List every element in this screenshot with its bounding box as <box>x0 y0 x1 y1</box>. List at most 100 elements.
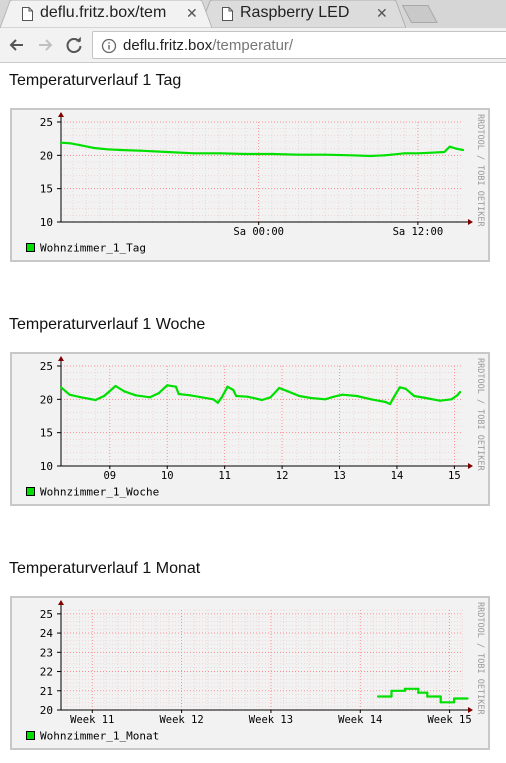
series-point <box>260 398 264 402</box>
tab-inactive[interactable]: Raspberry LED ✕ <box>200 0 406 28</box>
legend-swatch <box>26 243 35 252</box>
y-tick-label: 20 <box>40 704 53 717</box>
series-point <box>212 398 215 401</box>
series-point <box>157 392 160 395</box>
y-tick-label: 25 <box>40 608 53 621</box>
tab-title: deflu.fritz.box/tem <box>40 4 167 21</box>
series-point <box>403 152 406 155</box>
series-point <box>119 148 122 152</box>
series-point <box>68 393 71 396</box>
rrdtool-watermark: RRDTOOL / TOBI OETIKER <box>475 602 485 715</box>
y-tick-label: 25 <box>40 116 53 129</box>
series-point <box>69 142 72 145</box>
chart-week-svg: 25 20 15 10 09 10 11 12 13 14 15 Wohnzimmer_1_Woche… <box>26 356 485 499</box>
series-point <box>456 394 459 397</box>
y-tick-label: 25 <box>40 360 53 373</box>
series-point <box>453 697 456 700</box>
series-point <box>448 145 451 148</box>
page-icon <box>22 7 33 21</box>
series-point <box>298 394 301 398</box>
series-point <box>324 398 327 401</box>
chart-title-day: Temperaturverlauf 1 Tag <box>9 72 182 89</box>
series-point <box>426 691 429 694</box>
reload-icon[interactable] <box>63 34 85 56</box>
series-point <box>59 386 63 389</box>
chart-title-month: Temperaturverlauf 1 Monat <box>9 560 201 577</box>
series-point <box>106 148 109 151</box>
series-point <box>297 153 300 156</box>
series-point <box>139 149 142 152</box>
series-point <box>416 152 419 155</box>
x-tick-label: Week 13 <box>249 714 293 726</box>
x-tick-label: 12 <box>276 470 289 482</box>
series-point <box>417 687 420 690</box>
series-point <box>166 384 169 387</box>
close-icon[interactable]: ✕ <box>376 5 388 21</box>
x-tick-label: 10 <box>161 470 174 482</box>
series-point <box>350 154 353 157</box>
series-point <box>286 390 289 393</box>
rrdtool-watermark: RRDTOOL / TOBI OETIKER <box>475 358 485 471</box>
series-line <box>378 687 468 704</box>
series-point <box>189 394 192 397</box>
series-point <box>309 396 312 400</box>
back-icon[interactable] <box>6 34 28 56</box>
series-point <box>166 150 169 154</box>
x-tick-label: 13 <box>333 470 346 482</box>
forward-icon[interactable] <box>34 34 56 56</box>
address-bar[interactable]: deflu.fritz.box/temperatur/ <box>92 31 506 59</box>
tab-active[interactable]: deflu.fritz.box/tem ✕ <box>0 0 212 28</box>
series-point <box>450 398 453 401</box>
y-tick-label: 15 <box>40 427 53 440</box>
tab-title: Raspberry LED <box>240 4 350 21</box>
series-point <box>226 385 229 388</box>
y-tick-label: 15 <box>40 183 53 196</box>
series-point <box>438 399 442 402</box>
close-icon[interactable]: ✕ <box>186 5 198 21</box>
series-point <box>443 150 446 154</box>
series-point <box>390 695 393 698</box>
x-tick-label: Sa 00:00 <box>233 226 284 238</box>
series-point <box>424 396 427 400</box>
y-tick-label: 20 <box>40 393 53 406</box>
series-point <box>455 147 458 150</box>
legend-swatch <box>26 487 35 496</box>
series-point <box>430 151 433 154</box>
series-point <box>393 395 396 398</box>
series-line <box>60 384 461 406</box>
new-tab-button[interactable] <box>402 5 438 23</box>
legend-label: Wohnzimmer_1_Monat <box>40 730 159 743</box>
y-axis-arrow <box>58 356 64 361</box>
x-tick-label: Week 11 <box>70 714 114 726</box>
series-point <box>453 701 456 704</box>
x-tick-label: Week 14 <box>338 714 382 726</box>
graph-day: 25 20 15 10 Sa 00:00 Sa 12:00 Wohnzimmer_1_Tag… <box>10 108 490 262</box>
x-tick-label: Week 15 <box>427 714 471 726</box>
graph-week: 25 20 15 10 09 10 11 12 13 14 15 Wohnzimmer_1_Woche… <box>10 352 490 506</box>
x-axis-arrow <box>468 219 473 225</box>
graph-month: 25 24 23 22 21 20 Week 11 Week 12 Week 13 Week 14… <box>10 596 490 750</box>
series-point <box>461 148 465 152</box>
x-tick-label: 11 <box>218 470 231 482</box>
y-tick-label: 10 <box>40 216 53 229</box>
series-point <box>390 153 393 156</box>
url-text: deflu.fritz.box/temperatur/ <box>123 37 293 54</box>
series-point <box>200 396 203 399</box>
series-point <box>114 384 117 388</box>
series-point <box>123 390 126 393</box>
series-point <box>369 154 372 158</box>
series-point <box>59 141 63 144</box>
series-point <box>177 392 180 396</box>
tab-strip: deflu.fritz.box/tem ✕ Raspberry LED ✕ <box>0 0 506 28</box>
toolbar: deflu.fritz.box/temperatur/ <box>0 28 506 63</box>
info-icon[interactable] <box>101 38 117 54</box>
series-point <box>466 697 469 700</box>
legend-label: Wohnzimmer_1_Woche <box>40 486 159 499</box>
rrdtool-watermark: RRDTOOL / TOBI OETIKER <box>475 114 485 227</box>
chart-title-week: Temperaturverlauf 1 Woche <box>9 316 206 333</box>
x-tick-label: Week 12 <box>159 714 203 726</box>
tab-background <box>200 0 406 28</box>
series-point <box>235 394 238 398</box>
series-point <box>377 695 380 698</box>
series-point <box>94 398 97 402</box>
